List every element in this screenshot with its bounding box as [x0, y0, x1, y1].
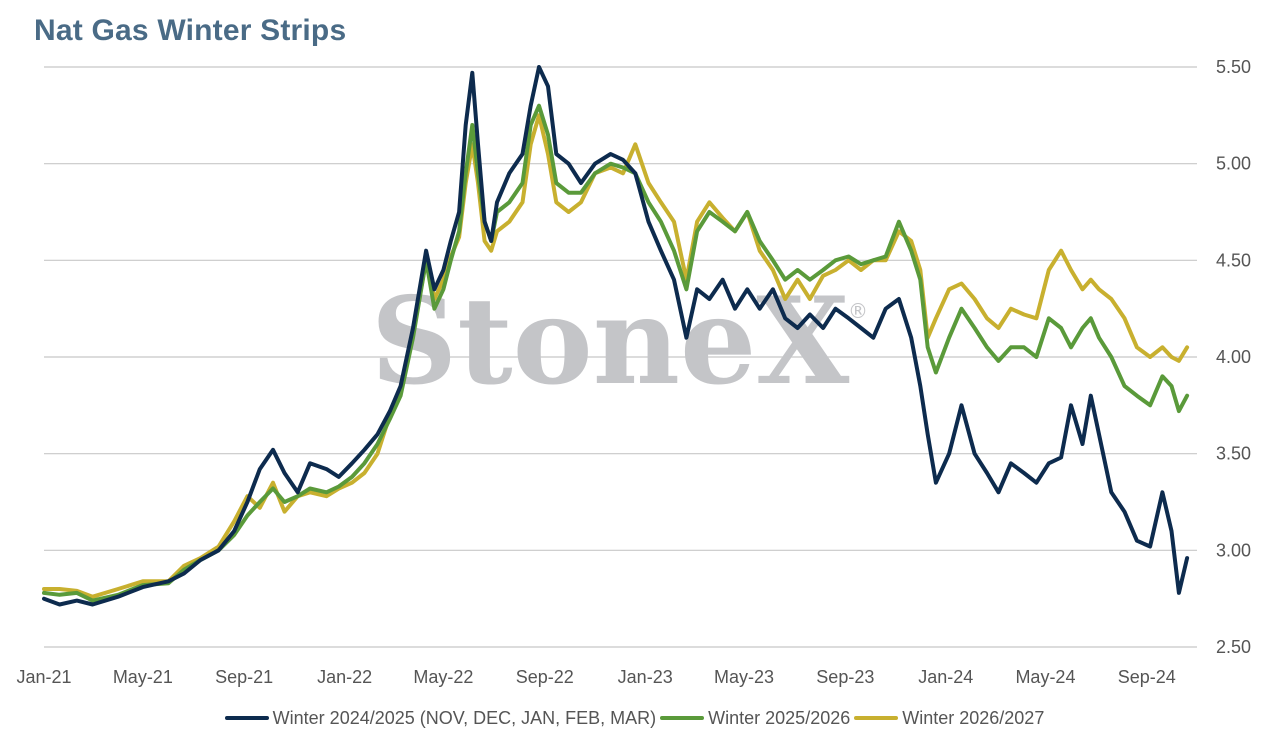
legend-item-1: Winter 2024/2025 (NOV, DEC, JAN, FEB, MA…: [224, 707, 657, 729]
x-tick-label: May-22: [413, 667, 473, 687]
x-tick-label: May-24: [1015, 667, 1075, 687]
legend-swatch: [660, 716, 705, 720]
y-tick-label: 3.00: [1216, 540, 1251, 560]
x-tick-label: May-23: [714, 667, 774, 687]
x-tick-label: Sep-21: [215, 667, 273, 687]
series-lines: [42, 65, 1190, 607]
legend-item-2: Winter 2025/2026: [660, 708, 850, 729]
legend-swatch: [224, 716, 269, 720]
watermark: StoneX ®: [371, 271, 868, 412]
x-tick-label: Sep-24: [1118, 667, 1176, 687]
x-tick-label: Jan-24: [918, 667, 973, 687]
legend: Winter 2024/2025 (NOV, DEC, JAN, FEB, MA…: [0, 704, 1269, 729]
y-tick-label: 3.50: [1216, 444, 1251, 464]
y-tick-label: 5.50: [1216, 57, 1251, 77]
y-tick-label: 4.00: [1216, 347, 1251, 367]
chart-title: Nat Gas Winter Strips: [34, 14, 347, 47]
x-tick-label: Jan-21: [16, 667, 71, 687]
x-tick-label: Jan-22: [317, 667, 372, 687]
legend-label: Winter 2026/2027: [902, 707, 1045, 728]
x-tick-label: Jan-23: [618, 667, 673, 687]
x-tick-label: Sep-22: [516, 667, 574, 687]
watermark-registered-mark: ®: [848, 299, 868, 323]
legend-label: Winter 2024/2025 (NOV, DEC, JAN, FEB, MA…: [272, 707, 657, 728]
legend-item-3: Winter 2026/2027: [854, 708, 1044, 729]
y-axis-ticks: 2.50 3.00 3.50 4.00 4.50 5.00 5.50: [1216, 57, 1251, 657]
x-tick-label: Sep-23: [816, 667, 874, 687]
legend-swatch: [854, 716, 899, 720]
gridlines: [44, 66, 1197, 648]
y-tick-label: 2.50: [1216, 637, 1251, 657]
x-axis-ticks: Jan-21 May-21 Sep-21 Jan-22 May-22 Sep-22 Jan-…: [16, 667, 1175, 687]
series-line-3: [42, 113, 1190, 599]
series-line-1: [42, 65, 1190, 607]
legend-label: Winter 2025/2026: [708, 707, 851, 728]
y-tick-label: 5.00: [1216, 154, 1251, 174]
x-tick-label: May-21: [113, 667, 173, 687]
y-tick-label: 4.50: [1216, 250, 1251, 270]
